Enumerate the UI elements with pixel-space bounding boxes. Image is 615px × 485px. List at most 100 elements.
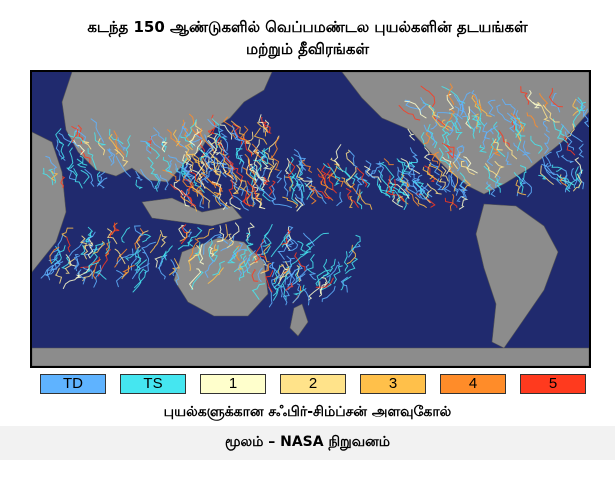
storm-track	[423, 147, 431, 161]
storm-track	[108, 148, 116, 166]
storm-track	[159, 174, 169, 191]
storm-track	[572, 106, 581, 128]
storm-track	[180, 224, 189, 244]
storm-track	[273, 283, 281, 301]
storm-track	[530, 135, 543, 154]
storm-track	[477, 117, 482, 133]
storm-track	[224, 156, 234, 174]
storm-track	[408, 182, 421, 199]
storm-track	[299, 264, 310, 281]
storm-track	[217, 225, 225, 243]
storm-track	[182, 122, 190, 136]
storm-track	[259, 168, 267, 186]
storm-track	[140, 241, 157, 254]
storm-track	[253, 157, 265, 179]
storm-track	[212, 260, 225, 276]
storm-track	[343, 251, 349, 272]
storm-track	[328, 172, 337, 194]
storm-track	[296, 184, 305, 206]
storm-track	[82, 269, 95, 282]
storm-track	[85, 226, 94, 244]
storm-track	[284, 263, 303, 285]
storm-track	[303, 232, 315, 247]
storm-track	[293, 154, 304, 175]
storm-track	[206, 133, 217, 146]
storm-track	[539, 93, 549, 107]
storm-track	[295, 175, 304, 191]
storm-track	[228, 222, 240, 240]
storm-track	[345, 166, 357, 188]
storm-track	[493, 138, 503, 151]
south-america-land	[475, 203, 559, 349]
storm-track	[259, 148, 267, 163]
storm-track	[478, 145, 487, 153]
storm-track	[229, 196, 242, 210]
storm-track	[493, 121, 500, 140]
storm-track	[259, 252, 267, 260]
storm-track	[262, 262, 272, 272]
storm-track	[303, 288, 310, 306]
storm-track	[79, 235, 87, 249]
storm-track	[114, 149, 129, 167]
storm-track	[471, 95, 481, 110]
storm-track	[555, 142, 563, 158]
storm-track	[279, 261, 291, 279]
storm-track	[133, 225, 144, 236]
antarctica-land	[32, 347, 589, 366]
storm-track	[208, 238, 214, 262]
storm-track	[150, 134, 161, 149]
storm-track	[243, 136, 252, 157]
storm-track	[194, 241, 201, 261]
storm-track	[263, 244, 271, 263]
storm-track	[561, 123, 583, 143]
storm-track	[442, 142, 454, 159]
storm-track	[182, 154, 193, 173]
storm-track	[213, 156, 232, 170]
storm-track	[260, 178, 268, 191]
storm-track	[256, 184, 276, 201]
storm-track	[513, 142, 533, 163]
storm-track	[58, 132, 80, 148]
storm-track	[564, 136, 576, 156]
storm-track	[216, 233, 228, 244]
storm-track	[48, 168, 57, 184]
storm-track	[400, 158, 420, 175]
storm-track	[289, 156, 295, 178]
storm-track	[193, 177, 205, 193]
storm-track	[162, 245, 173, 261]
storm-track	[428, 104, 440, 118]
storm-track	[209, 246, 215, 257]
storm-track	[223, 148, 235, 174]
storm-track	[145, 142, 161, 160]
storm-track	[270, 234, 290, 258]
storm-track	[162, 156, 172, 173]
storm-track	[189, 238, 200, 259]
storm-track	[276, 170, 283, 184]
storm-track	[76, 158, 86, 168]
storm-track	[317, 168, 334, 191]
storm-track	[423, 124, 436, 146]
storm-track	[167, 129, 185, 148]
storm-track	[115, 270, 126, 288]
storm-track	[211, 181, 222, 199]
storm-track	[320, 275, 332, 291]
storm-track	[261, 121, 272, 134]
storm-track	[248, 166, 265, 186]
storm-track	[177, 126, 189, 151]
storm-track	[345, 167, 351, 182]
storm-track	[286, 231, 295, 248]
storm-track	[490, 141, 501, 156]
legend-ts: TS	[120, 374, 186, 394]
storm-track	[232, 172, 247, 191]
storm-track	[441, 134, 450, 159]
storm-track	[522, 177, 532, 198]
storm-track	[267, 162, 277, 182]
storm-track	[544, 163, 562, 185]
storm-track	[40, 264, 54, 279]
storm-track	[505, 151, 512, 165]
storm-track	[74, 253, 80, 270]
storm-track	[251, 269, 259, 282]
storm-track	[311, 188, 332, 200]
storm-track	[319, 277, 328, 294]
storm-track	[290, 173, 297, 192]
